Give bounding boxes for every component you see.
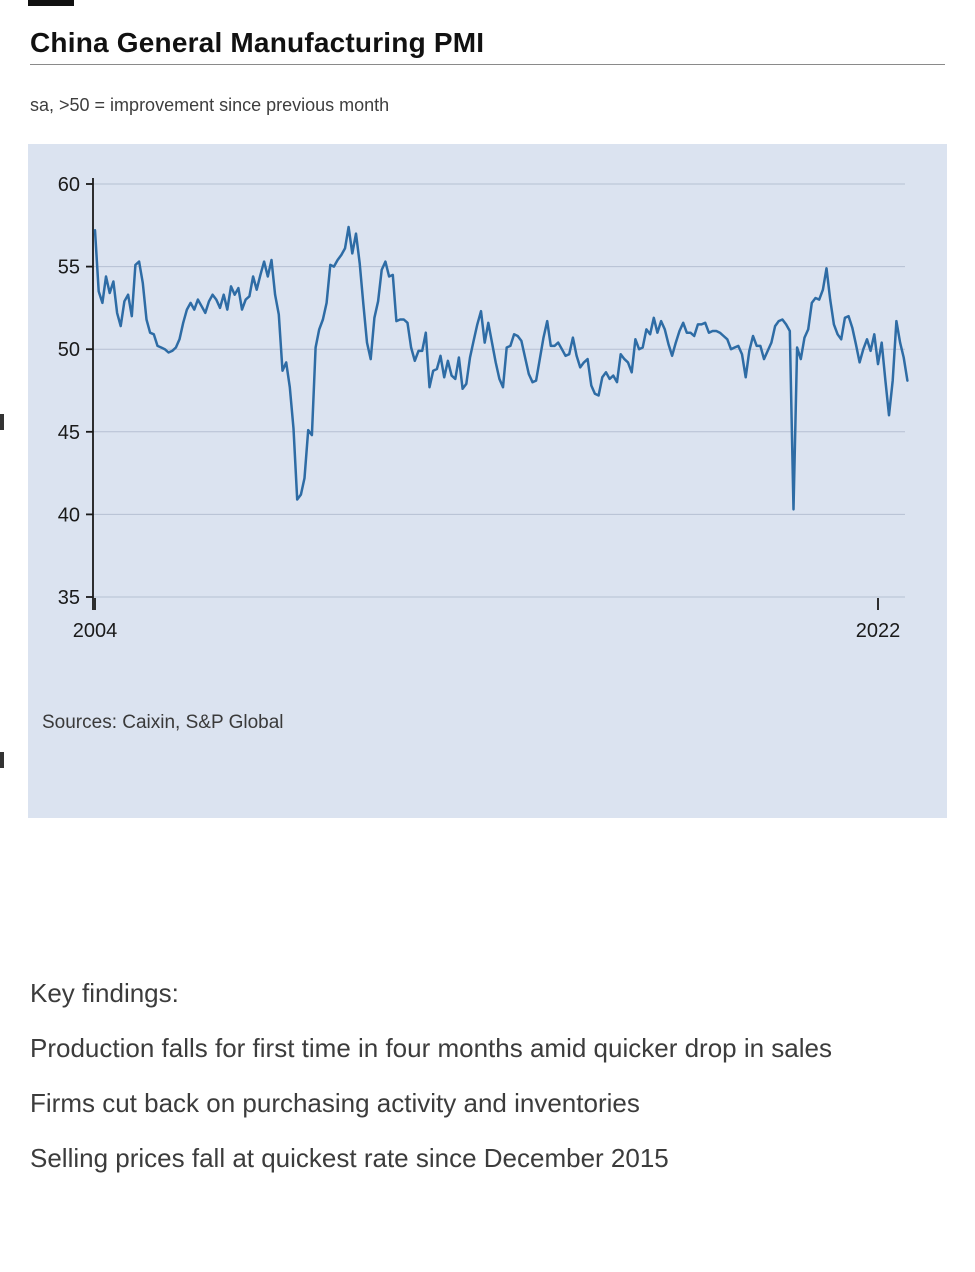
svg-text:35: 35 [58,587,80,609]
pmi-chart-svg: 60 55 50 45 40 35 2004 2022 [58,174,909,642]
page-title: China General Manufacturing PMI [30,26,485,58]
crop-artifact-left-mid [0,414,4,430]
svg-text:55: 55 [58,257,80,279]
pmi-chart-panel: 60 55 50 45 40 35 2004 2022 Sources: Caixin, S&… [28,144,947,818]
svg-text:60: 60 [58,174,80,196]
crop-artifact-top [28,0,74,6]
svg-text:2004: 2004 [73,620,118,642]
key-findings-block: Key findings: Production falls for first… [30,966,948,1186]
svg-text:2022: 2022 [856,620,901,642]
key-findings-heading: Key findings: [30,978,179,1008]
sources-note: Sources: Caixin, S&P Global [42,712,284,733]
chart-subtitle: sa, >50 = improvement since previous mon… [30,95,390,115]
finding-item: Production falls for first time in four … [30,1033,833,1064]
svg-text:50: 50 [58,339,80,361]
svg-text:40: 40 [58,504,80,526]
svg-text:45: 45 [58,422,80,444]
title-divider [30,64,945,65]
crop-artifact-left-lower [0,752,4,768]
finding-item: Firms cut back on purchasing activity an… [30,1088,640,1119]
finding-item: Selling prices fall at quickest rate sin… [30,1143,669,1174]
